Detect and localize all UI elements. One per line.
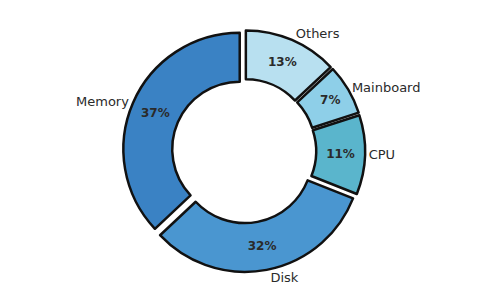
svg-text:13%: 13% — [268, 55, 297, 69]
svg-text:Memory: Memory — [76, 94, 129, 109]
svg-text:Disk: Disk — [270, 270, 298, 285]
svg-text:Others: Others — [296, 26, 340, 41]
svg-text:11%: 11% — [326, 147, 355, 161]
svg-text:7%: 7% — [320, 93, 340, 107]
svg-text:CPU: CPU — [369, 147, 395, 162]
svg-text:32%: 32% — [248, 239, 277, 253]
svg-text:37%: 37% — [141, 106, 170, 120]
svg-text:Mainboard: Mainboard — [352, 80, 421, 95]
